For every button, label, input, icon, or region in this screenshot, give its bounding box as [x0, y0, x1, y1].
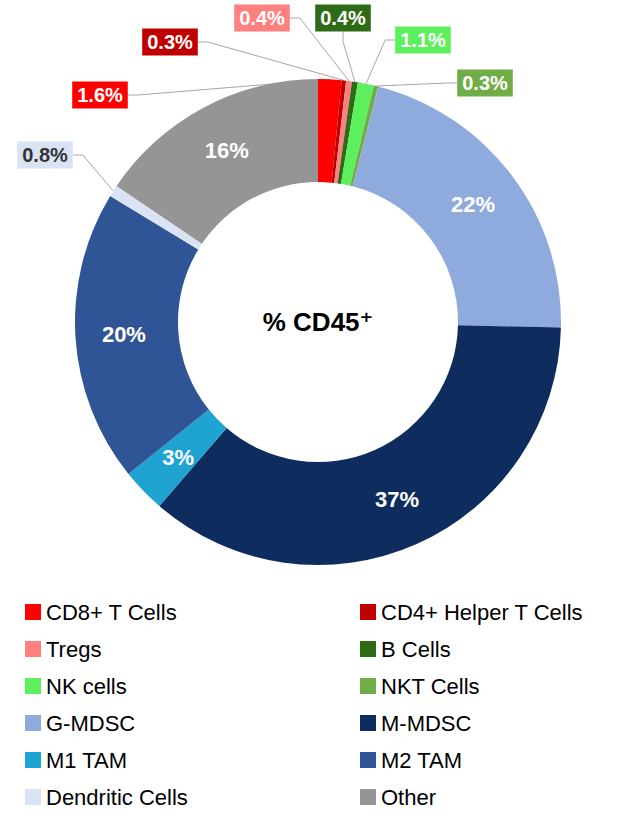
svg-text:NKT Cells: NKT Cells	[381, 674, 480, 699]
svg-text:37%: 37%	[375, 487, 419, 512]
svg-text:1.1%: 1.1%	[400, 29, 446, 51]
svg-text:Other: Other	[381, 785, 436, 810]
svg-text:M1 TAM: M1 TAM	[46, 748, 127, 773]
svg-text:CD4+ Helper T Cells: CD4+ Helper T Cells	[381, 600, 583, 625]
svg-text:0.3%: 0.3%	[147, 31, 193, 53]
svg-text:G-MDSC: G-MDSC	[46, 711, 135, 736]
svg-text:0.4%: 0.4%	[320, 7, 366, 29]
svg-text:NK cells: NK cells	[46, 674, 127, 699]
svg-text:1.6%: 1.6%	[77, 84, 123, 106]
svg-text:Tregs: Tregs	[46, 637, 101, 662]
svg-text:0.3%: 0.3%	[462, 72, 508, 94]
svg-text:CD8+ T Cells: CD8+ T Cells	[46, 600, 177, 625]
svg-text:16%: 16%	[205, 138, 249, 163]
svg-text:20%: 20%	[102, 322, 146, 347]
svg-text:M-MDSC: M-MDSC	[381, 711, 472, 736]
svg-text:% CD45⁺: % CD45⁺	[263, 307, 374, 337]
svg-text:0.8%: 0.8%	[22, 144, 68, 166]
svg-text:3%: 3%	[162, 445, 194, 470]
svg-text:0.4%: 0.4%	[239, 7, 285, 29]
svg-text:M2 TAM: M2 TAM	[381, 748, 462, 773]
svg-text:B Cells: B Cells	[381, 637, 451, 662]
svg-text:Dendritic Cells: Dendritic Cells	[46, 785, 188, 810]
svg-text:22%: 22%	[451, 192, 495, 217]
